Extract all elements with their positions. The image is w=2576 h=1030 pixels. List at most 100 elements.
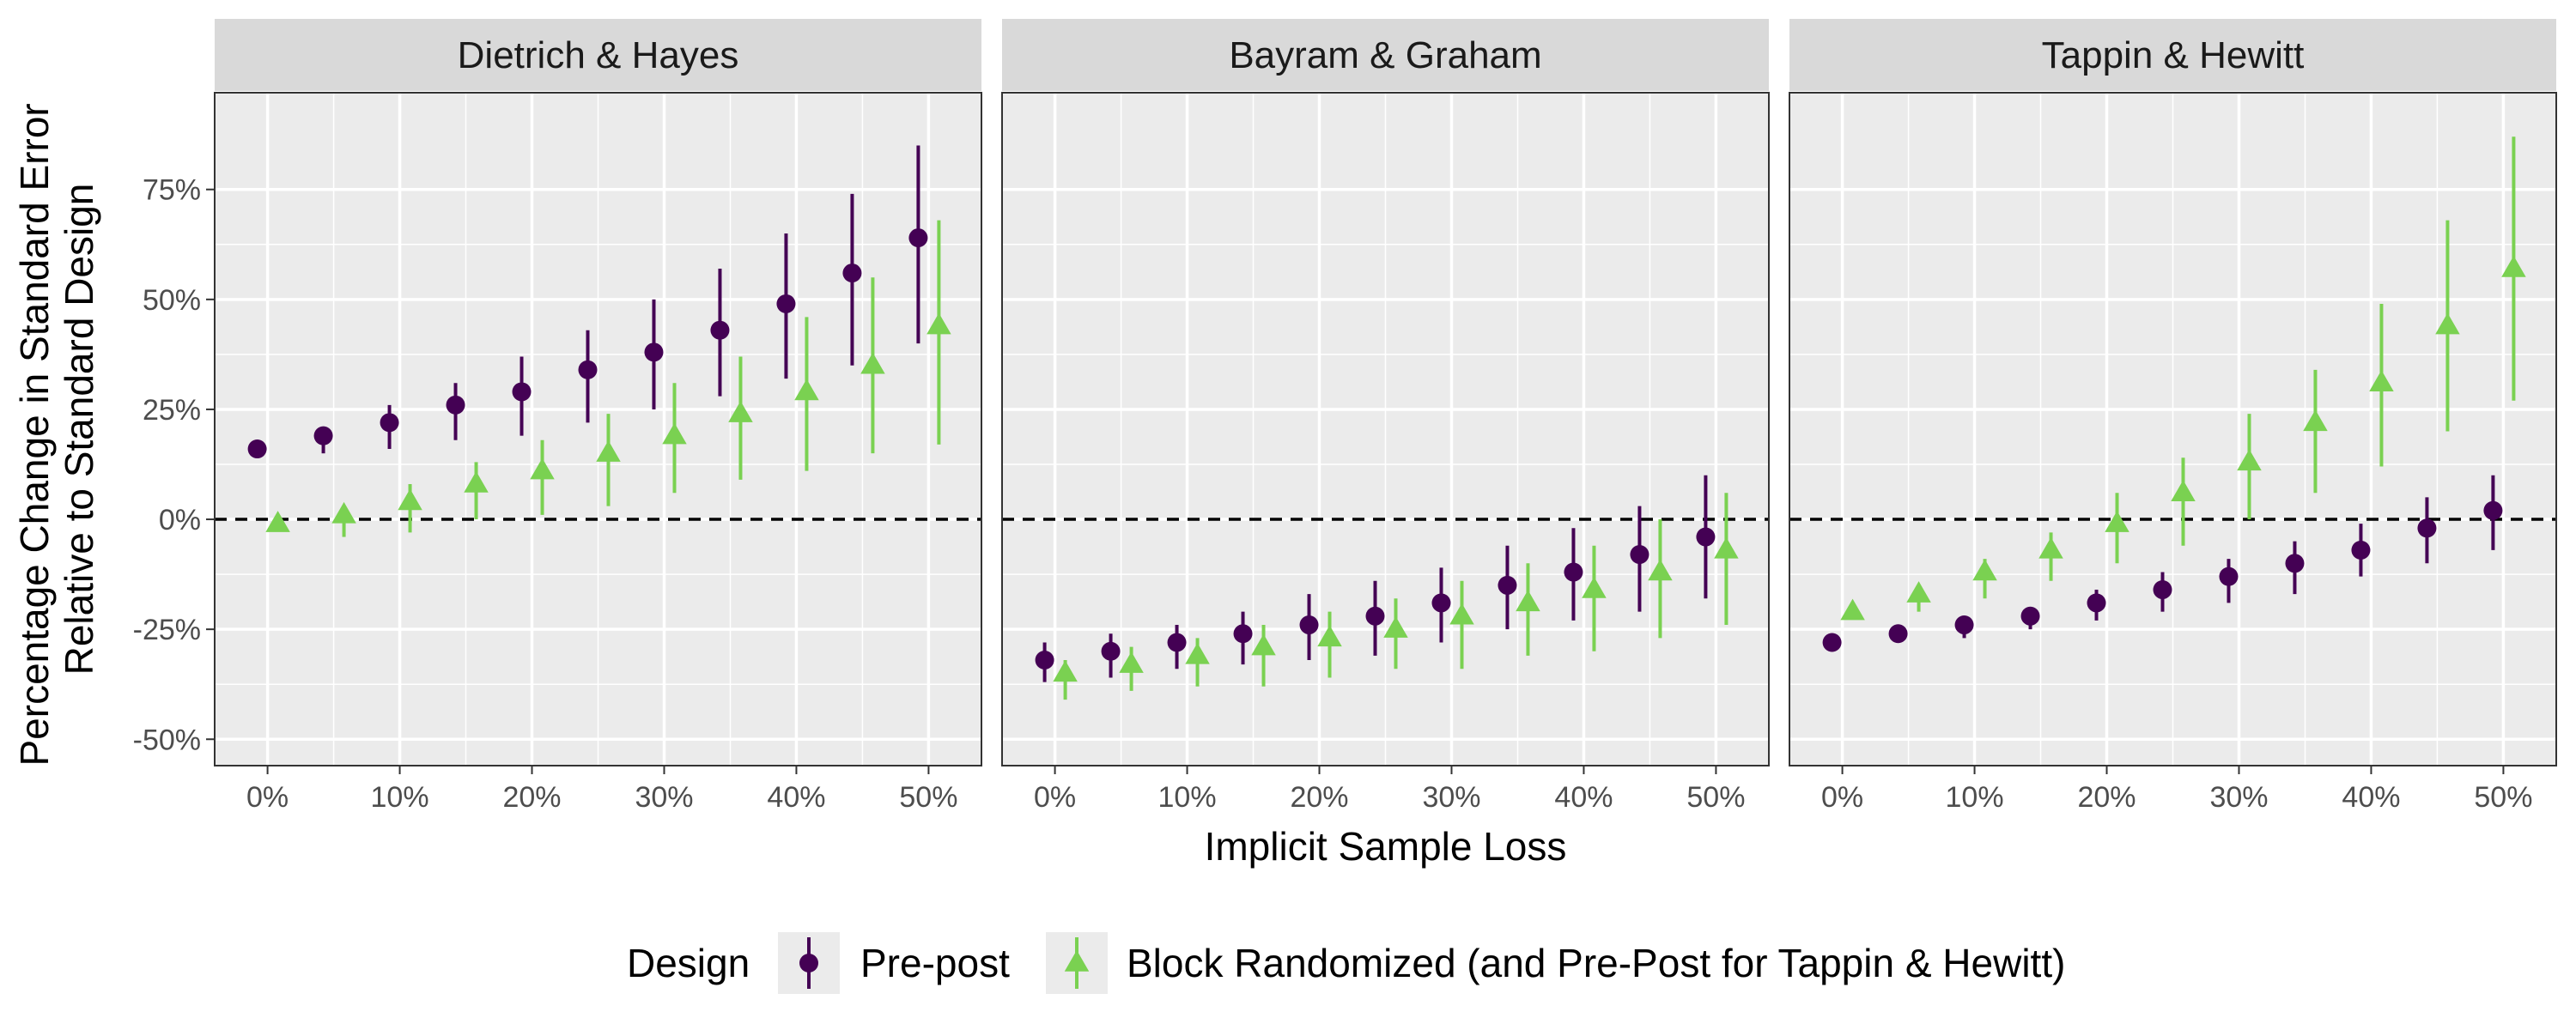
- data-point-circle: [644, 342, 664, 362]
- data-point-circle: [512, 382, 532, 402]
- data-point-circle: [247, 439, 267, 459]
- data-point-triangle: [2105, 511, 2129, 532]
- panel-tappin-hewitt: Tappin & Hewitt: [1789, 19, 2557, 766]
- data-point-triangle: [662, 422, 687, 445]
- series-pre-post: [1822, 475, 2503, 652]
- legend-label-block-randomized: Block Randomized (and Pre-Post for Tappi…: [1127, 941, 2065, 985]
- data-point-circle: [1035, 651, 1054, 670]
- data-point-circle: [2219, 566, 2239, 586]
- panel-border: [214, 92, 982, 766]
- data-point-circle: [578, 360, 598, 379]
- series-block-randomized: [265, 220, 951, 537]
- x-tick-label: 40%: [1554, 781, 1613, 814]
- data-point-circle: [776, 294, 796, 313]
- panel-border: [1789, 92, 2557, 766]
- x-tick-label: 10%: [1946, 781, 2004, 814]
- data-point-triangle: [1582, 577, 1607, 598]
- y-tick-label: 0%: [159, 504, 201, 536]
- data-point-circle: [1167, 633, 1187, 652]
- x-tick-label: 30%: [2209, 781, 2268, 814]
- data-point-triangle: [1251, 633, 1276, 656]
- series-block-randomized: [1840, 136, 2526, 621]
- data-point-circle: [2087, 593, 2106, 613]
- data-point-triangle: [794, 379, 819, 401]
- data-point-circle: [1696, 527, 1716, 547]
- data-point-circle: [1954, 615, 1974, 635]
- panel-bayram-graham: Bayram & Graham: [1001, 19, 1770, 766]
- facet-strip: [1789, 19, 2556, 91]
- y-axis-title-line-2: Relative to Standard Design: [57, 184, 101, 676]
- data-point-circle: [1101, 641, 1121, 661]
- data-point-triangle: [1714, 536, 1739, 559]
- data-point-triangle: [596, 440, 621, 462]
- facet-strip-title: Tappin & Hewitt: [2042, 34, 2305, 76]
- data-point-circle: [380, 413, 399, 433]
- data-point-circle: [2351, 540, 2371, 560]
- data-point-triangle: [927, 312, 951, 335]
- data-point-triangle: [331, 501, 356, 524]
- series-block-randomized: [1053, 493, 1739, 700]
- data-point-circle: [908, 228, 928, 248]
- x-tick-label: 20%: [1290, 781, 1348, 814]
- data-point-triangle: [2038, 536, 2063, 559]
- x-tick-label: 50%: [2474, 781, 2532, 814]
- x-tick-label: 40%: [767, 781, 825, 814]
- data-point-triangle: [860, 352, 885, 374]
- data-point-triangle: [2369, 370, 2394, 391]
- data-point-circle: [2153, 580, 2172, 600]
- facet-strip-title: Dietrich & Hayes: [458, 34, 739, 76]
- facet-strip: [1002, 19, 1769, 91]
- x-tick-label: 0%: [1821, 781, 1863, 814]
- data-point-circle: [2020, 606, 2040, 626]
- data-point-circle: [2285, 554, 2305, 573]
- legend: Design Pre-post Block Randomized (and Pr…: [627, 932, 2065, 994]
- data-point-circle: [1888, 624, 1908, 644]
- data-point-triangle: [2435, 312, 2460, 335]
- data-point-triangle: [265, 511, 290, 532]
- data-point-triangle: [1972, 559, 1997, 581]
- data-point-circle: [446, 395, 465, 415]
- data-point-circle: [710, 320, 730, 340]
- y-axis-title: Percentage Change in Standard Error Rela…: [12, 92, 101, 766]
- y-tick-label: 50%: [143, 284, 201, 317]
- x-tick-label: 30%: [1422, 781, 1480, 814]
- data-point-triangle: [1840, 598, 1865, 621]
- data-point-triangle: [2237, 449, 2262, 471]
- data-point-triangle: [1119, 651, 1144, 673]
- facet-strip: [215, 19, 981, 91]
- legend-key-block-point: [1064, 950, 1090, 972]
- x-tick-label: 40%: [2342, 781, 2400, 814]
- data-point-circle: [1498, 575, 1517, 595]
- data-point-circle: [1299, 615, 1319, 635]
- y-axis-title-line-1: Percentage Change in Standard Error: [12, 103, 57, 766]
- data-point-triangle: [2501, 255, 2526, 277]
- x-tick-label: 0%: [246, 781, 289, 814]
- x-axis-title: Implicit Sample Loss: [1205, 824, 1567, 869]
- data-point-circle: [1431, 593, 1451, 613]
- data-point-triangle: [1317, 625, 1342, 647]
- x-tick-label: 30%: [635, 781, 693, 814]
- data-point-circle: [842, 264, 862, 283]
- data-point-triangle: [1383, 616, 1408, 638]
- x-tick-label: 20%: [2077, 781, 2136, 814]
- y-tick-label: 75%: [143, 174, 201, 207]
- data-point-triangle: [2303, 409, 2328, 432]
- y-tick-label: -50%: [133, 724, 201, 756]
- series-pre-post: [1035, 475, 1716, 682]
- y-tick-label: -25%: [133, 614, 201, 646]
- x-tick-label: 50%: [899, 781, 957, 814]
- facet-strip-title: Bayram & Graham: [1229, 34, 1541, 76]
- data-point-circle: [313, 426, 333, 445]
- data-point-circle: [2417, 518, 2437, 538]
- data-point-triangle: [464, 471, 489, 493]
- series-pre-post: [247, 145, 928, 459]
- x-tick-label: 0%: [1034, 781, 1076, 814]
- data-point-triangle: [1648, 559, 1673, 581]
- legend-key-pre-post-point: [799, 954, 818, 972]
- panel-border: [1001, 92, 1770, 766]
- legend-label-pre-post: Pre-post: [860, 941, 1010, 985]
- data-point-triangle: [1449, 603, 1474, 625]
- panel-dietrich-hayes: Dietrich & Hayes: [214, 19, 982, 766]
- data-point-triangle: [1906, 581, 1931, 603]
